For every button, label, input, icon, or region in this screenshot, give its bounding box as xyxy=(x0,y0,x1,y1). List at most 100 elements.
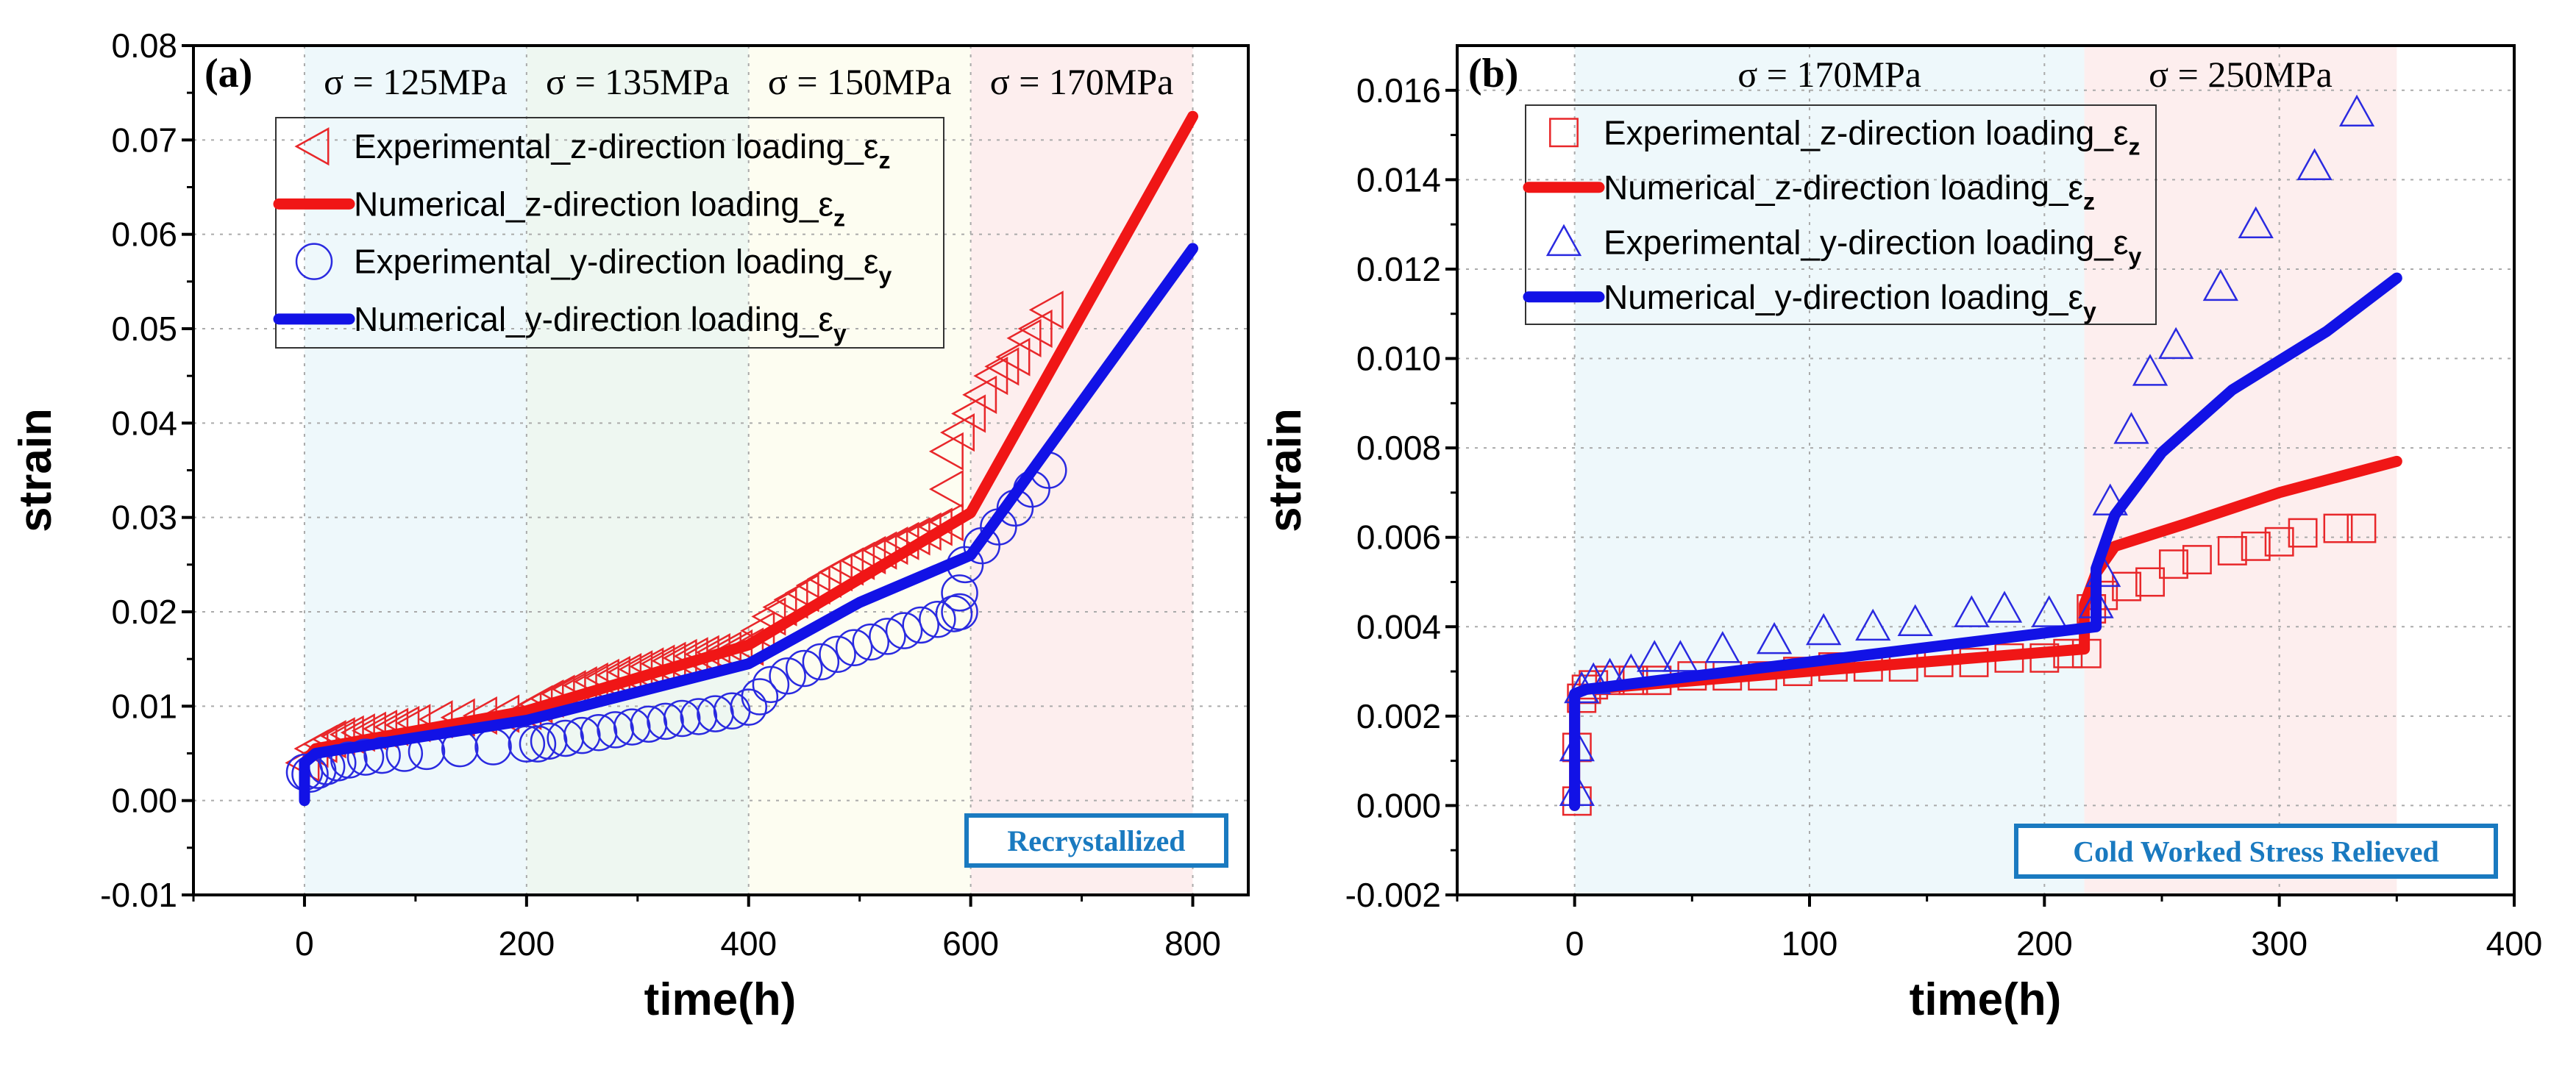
x-tick-label: 0 xyxy=(1565,924,1584,963)
data-point xyxy=(852,623,890,661)
stress-label: σ = 125MPa xyxy=(324,61,508,102)
data-point xyxy=(647,702,684,741)
legend-label-subscript: y xyxy=(833,320,847,346)
data-point xyxy=(1704,631,1740,663)
data-point xyxy=(2288,518,2318,548)
y-axis-title: strain xyxy=(1260,408,1311,532)
legend-box xyxy=(1525,104,2157,325)
x-tick-label: 600 xyxy=(942,924,999,963)
y-tick-label: 0.05 xyxy=(111,310,177,348)
data-point xyxy=(769,657,806,695)
data-point xyxy=(1006,318,1042,357)
plot-frame xyxy=(1456,44,2516,896)
legend-label-subscript: z xyxy=(2128,133,2140,160)
y-tick-label: -0.002 xyxy=(1345,876,1441,914)
data-point xyxy=(1028,290,1064,329)
data-point xyxy=(580,714,618,752)
y-tick-label: 0.002 xyxy=(1356,697,1441,735)
data-point xyxy=(919,601,956,638)
panel-a: σ = 125MPa σ = 135MPa σ = 150MPa σ = 170MPa… xyxy=(10,26,1250,1025)
x-axis-title: time(h) xyxy=(644,974,797,1025)
data-point xyxy=(973,357,1008,396)
data-point xyxy=(941,574,978,612)
legend-label: Experimental_y-direction loading_εy xyxy=(1604,223,2141,269)
legend-label-subscript: y xyxy=(2128,243,2141,269)
x-axis-title: time(h) xyxy=(1910,974,2062,1025)
data-point xyxy=(835,629,873,667)
badge-border xyxy=(2014,824,2498,879)
data-point xyxy=(802,643,840,681)
data-point xyxy=(902,606,939,644)
stress-label: σ = 170MPa xyxy=(990,61,1174,102)
data-point xyxy=(2158,326,2194,360)
badge-border xyxy=(964,813,1228,868)
legend-label-text: Numerical_z-direction loading_ε xyxy=(354,185,833,223)
data-point xyxy=(2135,567,2165,597)
data-point xyxy=(530,722,568,760)
legend-label-text: Numerical_z-direction loading_ε xyxy=(1604,168,2083,207)
y-tick-label: 0.06 xyxy=(111,215,177,254)
series-line xyxy=(1569,272,2402,811)
data-point xyxy=(2338,94,2375,127)
data-point xyxy=(563,716,601,754)
data-point xyxy=(1806,613,1842,646)
legend: Experimental_z-direction loading_εzNumer… xyxy=(1523,104,2157,325)
y-tick-label: 0.010 xyxy=(1356,340,1441,378)
data-point xyxy=(1017,309,1053,349)
data-point xyxy=(729,627,764,666)
y-tick-label: 0.004 xyxy=(1356,607,1441,646)
y-tick-label: 0.01 xyxy=(111,687,177,725)
data-point xyxy=(928,432,964,471)
legend-symbol xyxy=(294,127,330,166)
data-point xyxy=(2238,206,2274,239)
data-point xyxy=(941,593,978,631)
data-point xyxy=(630,705,668,743)
data-point xyxy=(1637,640,1673,672)
panel-b: σ = 170MPa σ = 250MPa 0 100 200 300 400 -0.002 0… xyxy=(1260,44,2542,1025)
data-point xyxy=(1855,608,1891,641)
data-point xyxy=(508,725,546,763)
data-point xyxy=(680,698,718,735)
stress-region-band xyxy=(526,46,749,895)
data-point xyxy=(2202,268,2238,301)
legend-label-text: Experimental_y-direction loading_ε xyxy=(1604,223,2128,261)
stress-label: σ = 170MPa xyxy=(1737,54,1921,95)
data-point xyxy=(597,711,634,749)
data-point xyxy=(2264,527,2294,557)
x-tick-label: 400 xyxy=(720,924,777,963)
legend-label-text: Experimental_y-direction loading_ε xyxy=(354,243,878,281)
legend: Experimental_z-direction loading_εzNumer… xyxy=(273,117,944,349)
y-tick-label: 0.014 xyxy=(1356,160,1441,199)
data-point xyxy=(663,699,701,738)
legend-label-subscript: z xyxy=(2083,188,2095,215)
stress-label: σ = 250MPa xyxy=(2149,54,2333,95)
data-point xyxy=(962,375,997,414)
badge-text: Cold Worked Stress Relieved xyxy=(2073,835,2438,868)
data-point xyxy=(939,413,975,452)
legend-label: Numerical_z-direction loading_εz xyxy=(354,185,845,231)
data-point xyxy=(2182,545,2212,575)
legend-label-subscript: z xyxy=(833,204,845,231)
data-point xyxy=(346,738,385,776)
x-tick-label: 0 xyxy=(295,924,314,963)
legend-label-text: Numerical_y-direction loading_ε xyxy=(1604,278,2083,316)
legend-label-text: Numerical_y-direction loading_ε xyxy=(354,300,833,338)
data-point xyxy=(613,708,651,746)
data-point xyxy=(751,597,786,636)
data-point xyxy=(547,719,584,757)
data-point xyxy=(2132,354,2168,386)
y-tick-label: 0.08 xyxy=(111,26,177,65)
stress-label: σ = 135MPa xyxy=(546,61,730,102)
data-point xyxy=(862,531,897,570)
y-tick-label: 0.03 xyxy=(111,499,177,537)
stress-region-band xyxy=(748,46,971,895)
legend-label-subscript: y xyxy=(2083,298,2096,324)
data-point xyxy=(2241,531,2271,561)
y-tick-label: -0.01 xyxy=(100,876,177,914)
series-line-3 xyxy=(1569,272,2402,811)
data-point xyxy=(1897,604,1933,637)
legend-label: Experimental_y-direction loading_εy xyxy=(354,243,892,289)
y-tick-label: 0.006 xyxy=(1356,518,1441,557)
y-tick-label: 0.00 xyxy=(111,782,177,820)
